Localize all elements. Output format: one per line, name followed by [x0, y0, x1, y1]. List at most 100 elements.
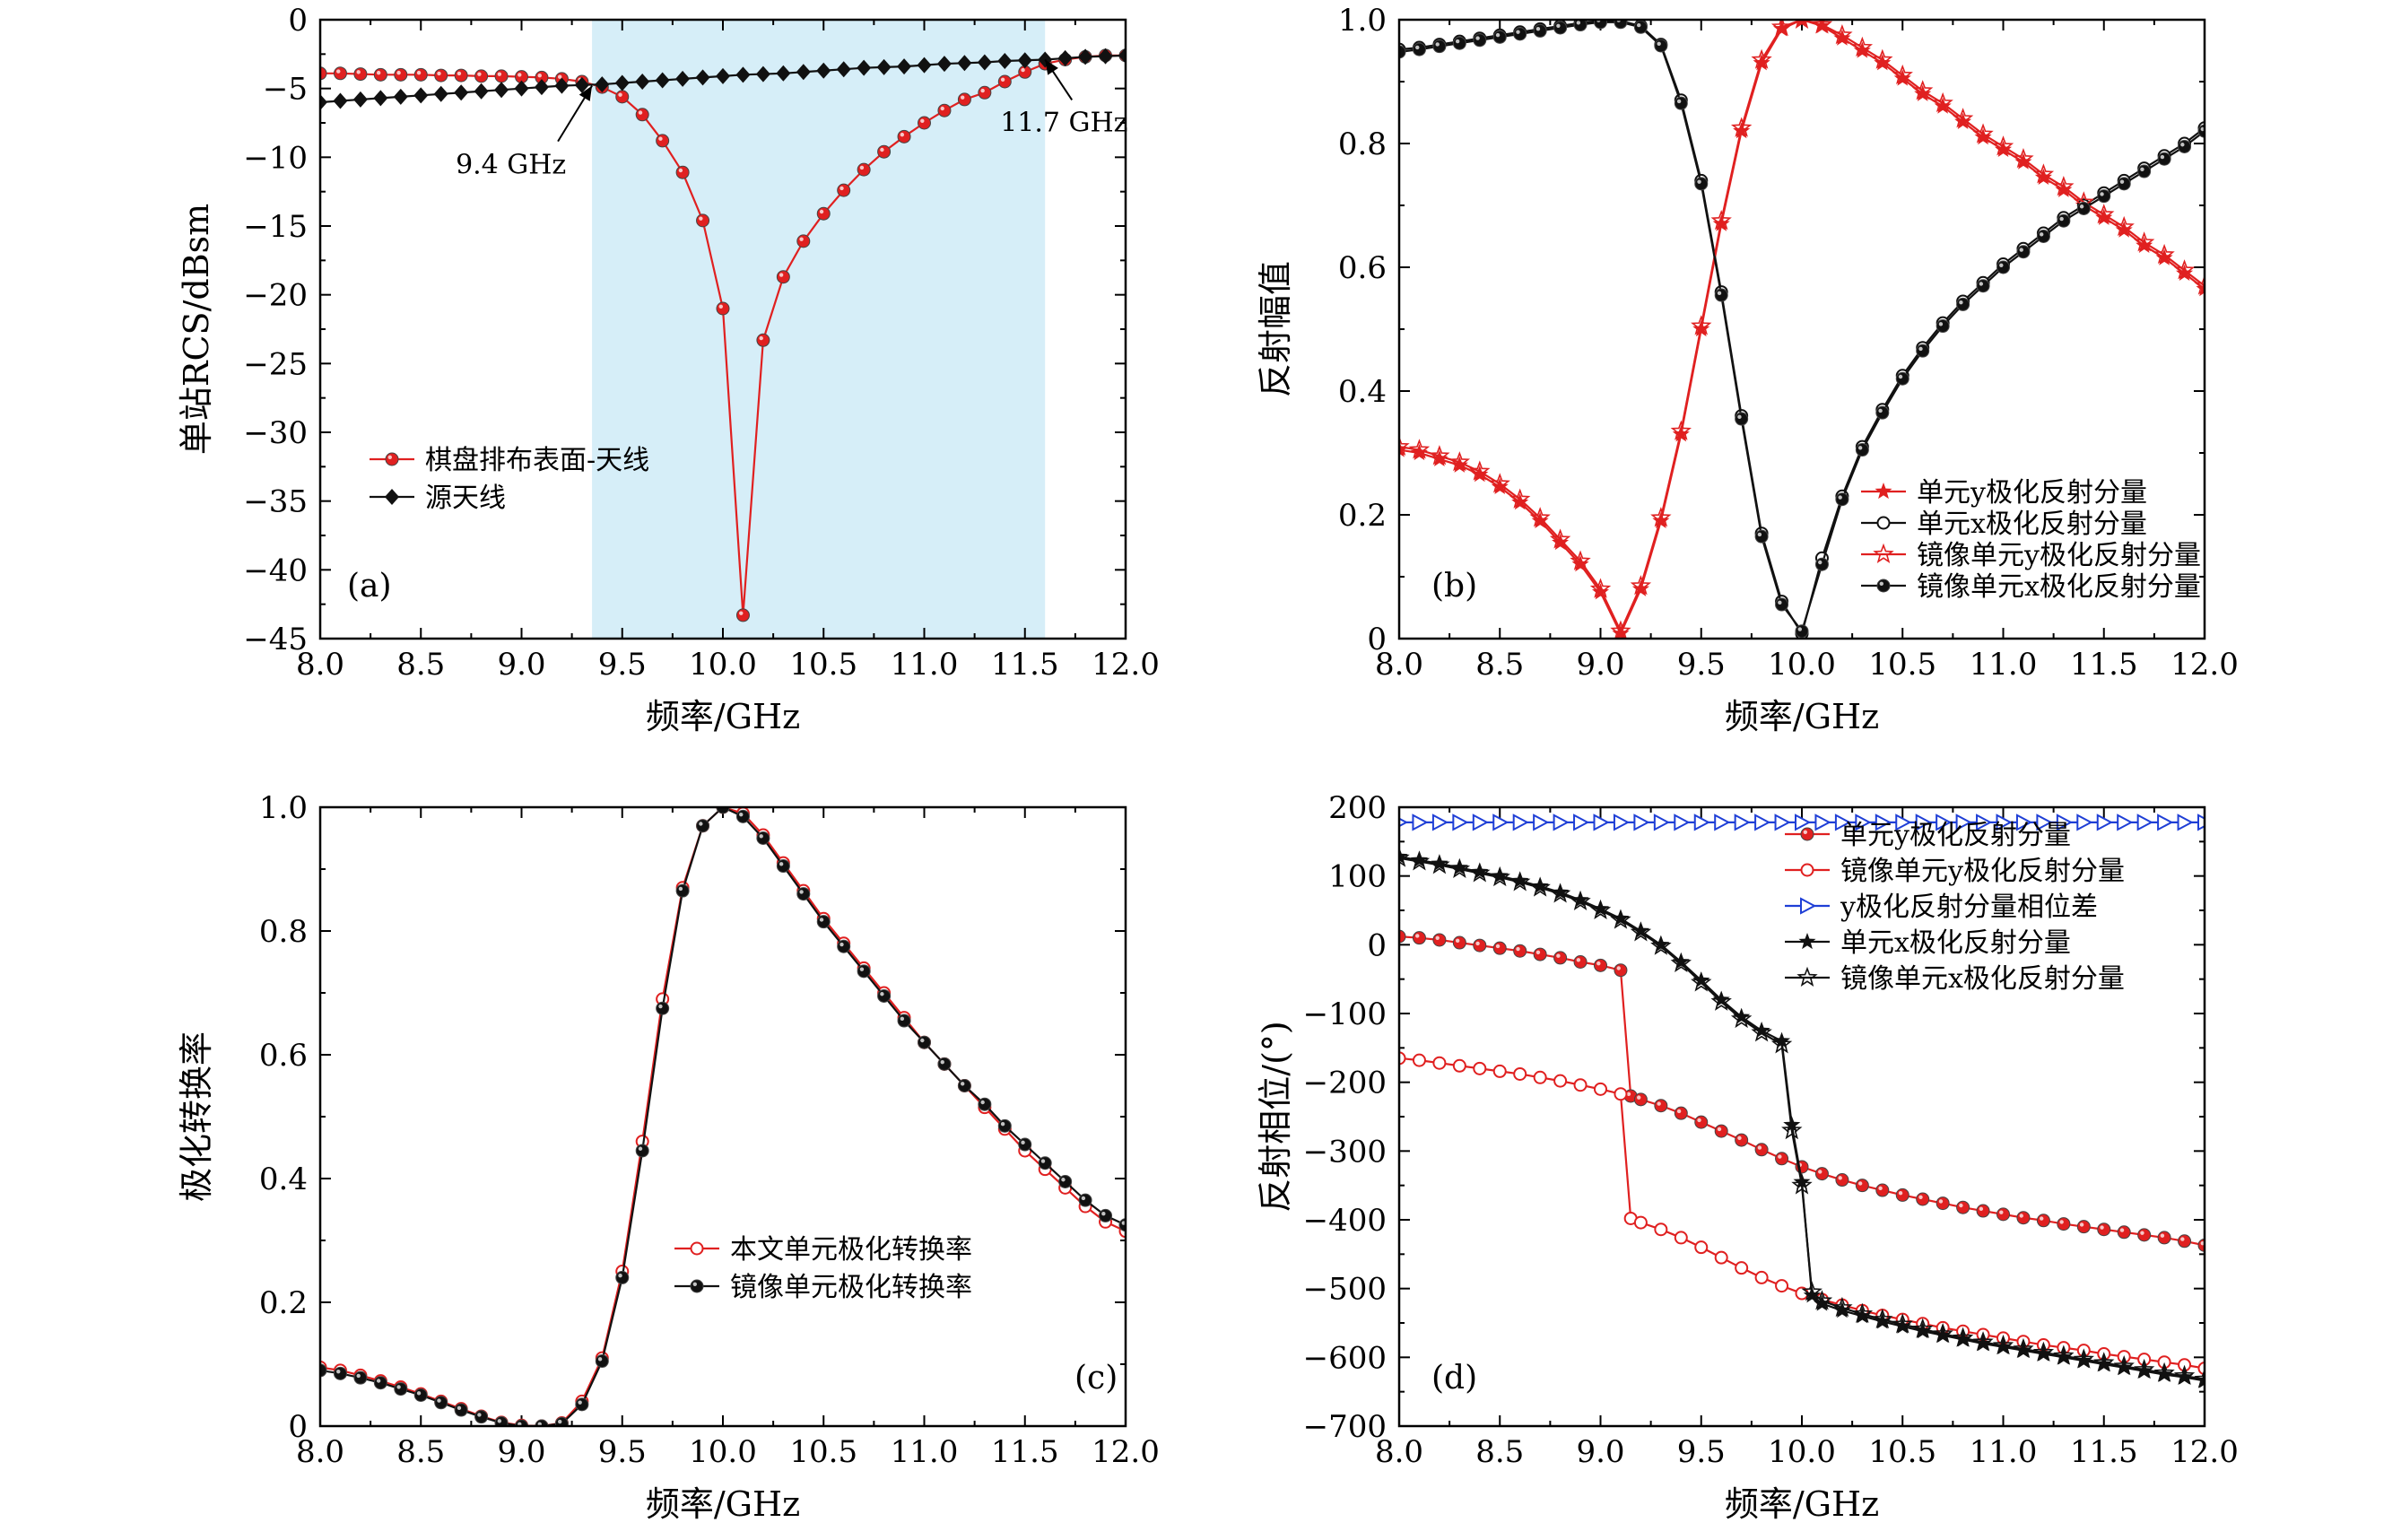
data-point: [2013, 147, 2034, 169]
data-point: [1511, 493, 1529, 510]
data-point-body: [1916, 344, 1930, 358]
data-point: [957, 55, 972, 72]
data-point-body: [735, 809, 750, 823]
y-tick-label: −35: [243, 484, 308, 520]
data-point: [1594, 958, 1607, 972]
data-point-body: [1473, 938, 1487, 953]
data-point: [635, 74, 650, 90]
data-point: [1972, 123, 1994, 144]
data-point: [1630, 575, 1652, 596]
data-point-highlight: [638, 1146, 643, 1151]
data-point: [1410, 444, 1428, 461]
data-point-highlight: [1898, 374, 1903, 379]
data-point: [656, 1001, 670, 1015]
series-5: [1399, 847, 2205, 1388]
data-point: [1693, 814, 1710, 831]
data-point-body: [1936, 1196, 1950, 1211]
data-point-body: [333, 66, 347, 81]
legend-marker: [385, 452, 399, 466]
data-point-highlight: [900, 1016, 905, 1022]
data-point: [2015, 814, 2033, 831]
y-tick-label: 0.2: [1338, 498, 1387, 534]
x-tick-label: 10.5: [789, 1434, 857, 1470]
x-tick-label: 9.5: [1677, 1434, 1726, 1470]
data-point-body: [2057, 1217, 2071, 1231]
data-point: [936, 56, 952, 73]
data-point: [696, 213, 710, 228]
plot-data: [1399, 814, 2205, 1388]
data-point-highlight: [2100, 192, 2104, 196]
data-point: [1078, 48, 1093, 65]
data-point-body: [918, 1035, 931, 1049]
data-point: [1410, 851, 1428, 868]
data-point: [1775, 1279, 1789, 1293]
data-point: [776, 65, 791, 82]
data-point: [1614, 1087, 1628, 1101]
data-point-body: [877, 144, 892, 159]
data-point: [1801, 1281, 1822, 1301]
data-point-highlight: [356, 1373, 361, 1379]
y-tick-label: −400: [1303, 1203, 1387, 1239]
data-point-body: [918, 116, 931, 130]
data-point-highlight: [2140, 1231, 2144, 1235]
data-point: [2178, 139, 2192, 153]
data-point-highlight: [1676, 99, 1682, 104]
data-point-highlight: [1576, 958, 1581, 962]
data-point: [1614, 20, 1628, 30]
data-point: [2113, 1355, 2135, 1376]
data-point: [735, 809, 750, 823]
data-point-highlight: [396, 70, 401, 75]
data-point: [2093, 1352, 2115, 1372]
data-point-body: [2157, 152, 2171, 166]
x-tick-label: 8.0: [296, 647, 344, 683]
data-point-highlight: [1101, 1212, 1106, 1216]
data-point-body: [1654, 39, 1668, 53]
data-point-highlight: [1495, 944, 1501, 949]
data-point: [2153, 243, 2175, 265]
data-point: [575, 1397, 589, 1412]
data-point: [1791, 1174, 1813, 1195]
data-point: [394, 67, 408, 82]
data-point-highlight: [1000, 77, 1005, 83]
legend-marker: [1876, 516, 1891, 530]
data-point: [776, 270, 790, 284]
x-tick-label: 11.5: [991, 647, 1059, 683]
data-point-body: [2137, 1228, 2152, 1242]
data-point: [1754, 1143, 1769, 1157]
x-tick-label: 9.5: [1677, 647, 1726, 683]
data-point: [1612, 909, 1630, 927]
series-line: [1399, 1057, 2205, 1370]
plot-frame: [1397, 18, 2206, 640]
data-point: [2056, 814, 2073, 831]
data-point-highlight: [739, 812, 744, 817]
data-point-highlight: [1778, 1154, 1782, 1159]
data-point-body: [494, 69, 509, 83]
x-tick-label: 9.5: [598, 1434, 647, 1470]
data-point-highlight: [2160, 154, 2165, 160]
data-point-highlight: [1061, 1178, 1066, 1182]
data-point: [2194, 1368, 2205, 1388]
data-point: [333, 92, 348, 109]
data-point: [1814, 1167, 1829, 1181]
data-point: [1915, 814, 1932, 831]
y-tick-label: −30: [243, 415, 308, 451]
data-point: [1448, 451, 1471, 472]
data-point: [796, 64, 811, 81]
data-point: [1432, 39, 1447, 54]
data-point: [1936, 1196, 1950, 1211]
data-point: [857, 162, 871, 177]
data-point-body: [957, 1079, 971, 1092]
data-point: [1694, 1115, 1709, 1129]
x-tick-label: 9.0: [1576, 647, 1624, 683]
data-point-highlight: [1556, 23, 1561, 28]
data-point: [1448, 857, 1471, 878]
data-point: [1674, 1106, 1688, 1120]
data-point: [1431, 854, 1448, 871]
data-point: [656, 134, 670, 148]
data-point-body: [1038, 1156, 1052, 1170]
data-point: [1914, 84, 1932, 101]
y-axis-label: 极化转换率: [177, 1031, 216, 1202]
